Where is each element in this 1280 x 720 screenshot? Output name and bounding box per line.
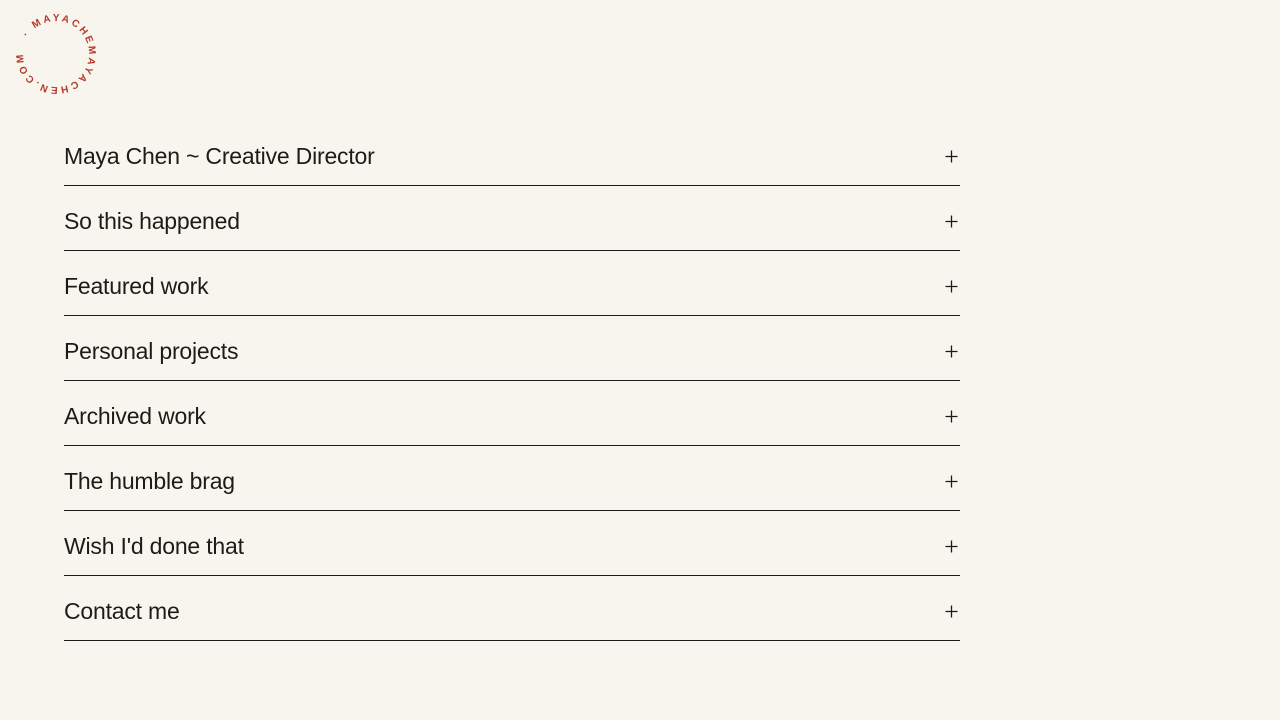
accordion-item-featured-work[interactable]: Featured work bbox=[64, 251, 960, 316]
plus-icon[interactable] bbox=[944, 604, 959, 619]
accordion-item-label: Contact me bbox=[64, 598, 180, 624]
plus-icon[interactable] bbox=[944, 279, 959, 294]
accordion-item-wish-id-done-that[interactable]: Wish I'd done that bbox=[64, 511, 960, 576]
accordion-item-label: So this happened bbox=[64, 208, 240, 234]
logo-ring-icon: · MAYACHEMAYACHEN.COM bbox=[0, 0, 112, 110]
accordion-item-label: Wish I'd done that bbox=[64, 533, 244, 559]
accordion-item-personal-projects[interactable]: Personal projects bbox=[64, 316, 960, 381]
accordion-item-maya-chen-creative-director[interactable]: Maya Chen ~ Creative Director bbox=[64, 121, 960, 186]
plus-icon[interactable] bbox=[944, 149, 959, 164]
accordion-item-label: Personal projects bbox=[64, 338, 239, 364]
plus-icon[interactable] bbox=[944, 214, 959, 229]
site-logo[interactable]: · MAYACHEMAYACHEN.COM bbox=[0, 0, 112, 110]
svg-text:· MAYACHEMAYACHEN.COM: · MAYACHEMAYACHEN.COM bbox=[0, 0, 112, 110]
accordion-item-label: The humble brag bbox=[64, 468, 235, 494]
accordion: Maya Chen ~ Creative Director So this ha… bbox=[64, 121, 960, 641]
accordion-item-the-humble-brag[interactable]: The humble brag bbox=[64, 446, 960, 511]
plus-icon[interactable] bbox=[944, 409, 959, 424]
accordion-item-contact-me[interactable]: Contact me bbox=[64, 576, 960, 641]
accordion-item-so-this-happened[interactable]: So this happened bbox=[64, 186, 960, 251]
accordion-item-archived-work[interactable]: Archived work bbox=[64, 381, 960, 446]
plus-icon[interactable] bbox=[944, 344, 959, 359]
accordion-item-label: Archived work bbox=[64, 403, 206, 429]
plus-icon[interactable] bbox=[944, 474, 959, 489]
logo-ring-text: · MAYACHEMAYACHEN.COM bbox=[0, 0, 112, 110]
accordion-item-label: Featured work bbox=[64, 273, 209, 299]
plus-icon[interactable] bbox=[944, 539, 959, 554]
accordion-item-label: Maya Chen ~ Creative Director bbox=[64, 143, 375, 169]
